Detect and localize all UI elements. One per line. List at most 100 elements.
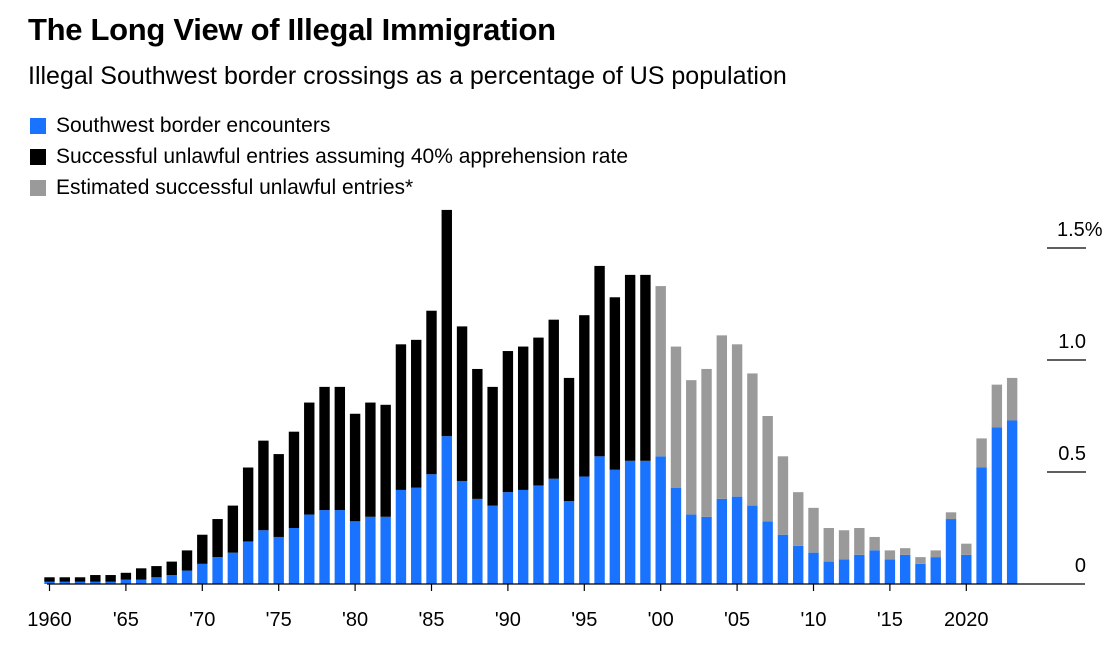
- bar-encounters-1984: [411, 487, 422, 584]
- bar-encounters-1963: [90, 581, 101, 584]
- bar-estimated-2011: [823, 528, 834, 562]
- bar-assumed-1976: [288, 431, 300, 528]
- bar-assumed-1999: [640, 274, 651, 461]
- bar-assumed-1990: [502, 351, 514, 493]
- bar-estimated-2014: [869, 536, 880, 551]
- bar-estimated-2015: [884, 550, 896, 560]
- x-tick-label-2015: '15: [877, 609, 903, 631]
- bars-layer: [44, 209, 1018, 584]
- bar-assumed-1963: [90, 575, 101, 582]
- bar-estimated-2010: [808, 507, 819, 553]
- x-tick-label-2010: '10: [800, 609, 826, 631]
- bar-encounters-2009: [793, 545, 804, 584]
- bar-encounters-1986: [441, 436, 452, 584]
- bar-encounters-1970: [197, 563, 208, 584]
- bar-estimated-2020: [961, 543, 972, 555]
- bar-encounters-1960: [44, 581, 55, 584]
- bar-encounters-1964: [105, 581, 116, 584]
- bar-estimated-2012: [838, 530, 850, 560]
- bar-encounters-1973: [242, 541, 254, 584]
- bar-estimated-2001: [670, 346, 682, 488]
- bar-encounters-1983: [395, 489, 407, 584]
- bar-encounters-2018: [930, 557, 941, 584]
- bar-assumed-1986: [441, 209, 452, 437]
- bar-encounters-1962: [74, 581, 86, 584]
- bar-assumed-1975: [273, 454, 284, 537]
- bar-estimated-2019: [945, 512, 957, 520]
- bar-encounters-2004: [716, 498, 728, 584]
- bar-assumed-1961: [59, 577, 70, 582]
- x-tick-label-2000: '00: [648, 609, 674, 631]
- bar-encounters-2012: [838, 559, 850, 584]
- bar-encounters-1978: [319, 510, 330, 584]
- bar-encounters-1975: [273, 536, 284, 584]
- bar-estimated-2004: [716, 335, 728, 499]
- bar-estimated-2006: [747, 373, 758, 506]
- bar-assumed-1982: [380, 404, 391, 517]
- chart-title: The Long View of Illegal Immigration: [28, 12, 556, 47]
- bar-assumed-1995: [579, 315, 590, 477]
- x-tick-label-1960: 1960: [27, 609, 72, 631]
- x-tick-label-2020: 2020: [944, 609, 989, 631]
- y-tick-label-1.0: 1.0: [1058, 331, 1086, 353]
- bar-encounters-1968: [166, 575, 177, 584]
- bar-encounters-1998: [624, 460, 636, 584]
- bar-estimated-2021: [976, 438, 987, 468]
- bar-assumed-1977: [304, 402, 315, 515]
- bar-estimated-2005: [731, 344, 743, 497]
- bar-encounters-2021: [976, 467, 987, 584]
- bar-assumed-1991: [517, 346, 529, 490]
- bar-encounters-1967: [151, 577, 162, 584]
- bar-estimated-2007: [762, 416, 773, 522]
- bar-assumed-1997: [609, 297, 621, 470]
- bar-encounters-2019: [945, 519, 957, 584]
- bar-assumed-1965: [120, 572, 132, 580]
- bar-assumed-1993: [548, 319, 559, 479]
- bar-encounters-1974: [258, 530, 269, 584]
- bar-encounters-1961: [59, 581, 70, 584]
- x-tick-label-1975: '75: [266, 609, 292, 631]
- legend: Southwest border encounters Successful u…: [30, 110, 628, 203]
- legend-swatch-assumed-entries: [30, 148, 46, 165]
- bar-assumed-1980: [349, 413, 361, 522]
- bar-encounters-2001: [670, 487, 682, 584]
- bar-encounters-2003: [701, 516, 712, 584]
- bar-assumed-1966: [135, 568, 147, 580]
- bar-assumed-1984: [411, 339, 422, 488]
- x-tick-label-1990: '90: [495, 609, 521, 631]
- bar-assumed-1998: [624, 274, 636, 461]
- x-tick-label-2005: '05: [724, 609, 750, 631]
- bar-assumed-1983: [395, 344, 407, 490]
- bar-encounters-1982: [380, 516, 391, 584]
- legend-swatch-encounters: [30, 117, 46, 134]
- bar-assumed-1969: [181, 550, 193, 571]
- bar-encounters-1987: [456, 480, 468, 584]
- bar-encounters-1971: [212, 557, 223, 584]
- bar-encounters-1977: [304, 514, 315, 584]
- bar-encounters-2023: [1006, 420, 1018, 584]
- bar-assumed-1970: [197, 534, 208, 564]
- y-tick-label-0: 0: [1075, 555, 1086, 577]
- x-tick-label-1995: '95: [571, 609, 597, 631]
- bar-assumed-1992: [533, 337, 544, 486]
- bar-encounters-1993: [548, 478, 559, 584]
- bar-encounters-1996: [594, 456, 605, 584]
- y-tick-label-0.5: 0.5: [1058, 443, 1086, 465]
- x-tick-label-1985: '85: [418, 609, 444, 631]
- bar-assumed-1962: [74, 577, 86, 582]
- bar-assumed-1960: [44, 577, 55, 582]
- bar-encounters-2015: [884, 559, 896, 584]
- bar-encounters-1966: [135, 579, 147, 584]
- bar-encounters-2005: [731, 496, 743, 584]
- legend-item-estimated-entries: Estimated successful unlawful entries*: [30, 172, 628, 203]
- legend-label-encounters: Southwest border encounters: [56, 113, 331, 137]
- bar-estimated-2018: [930, 550, 941, 558]
- x-tick-label-1965: '65: [113, 609, 139, 631]
- bar-encounters-2011: [823, 561, 834, 584]
- bar-encounters-1992: [533, 485, 544, 584]
- bar-assumed-1967: [151, 566, 162, 578]
- legend-item-assumed-entries: Successful unlawful entries assuming 40%…: [30, 141, 628, 172]
- bar-encounters-1990: [502, 492, 514, 584]
- bar-encounters-2017: [915, 563, 926, 584]
- bar-encounters-2007: [762, 521, 773, 584]
